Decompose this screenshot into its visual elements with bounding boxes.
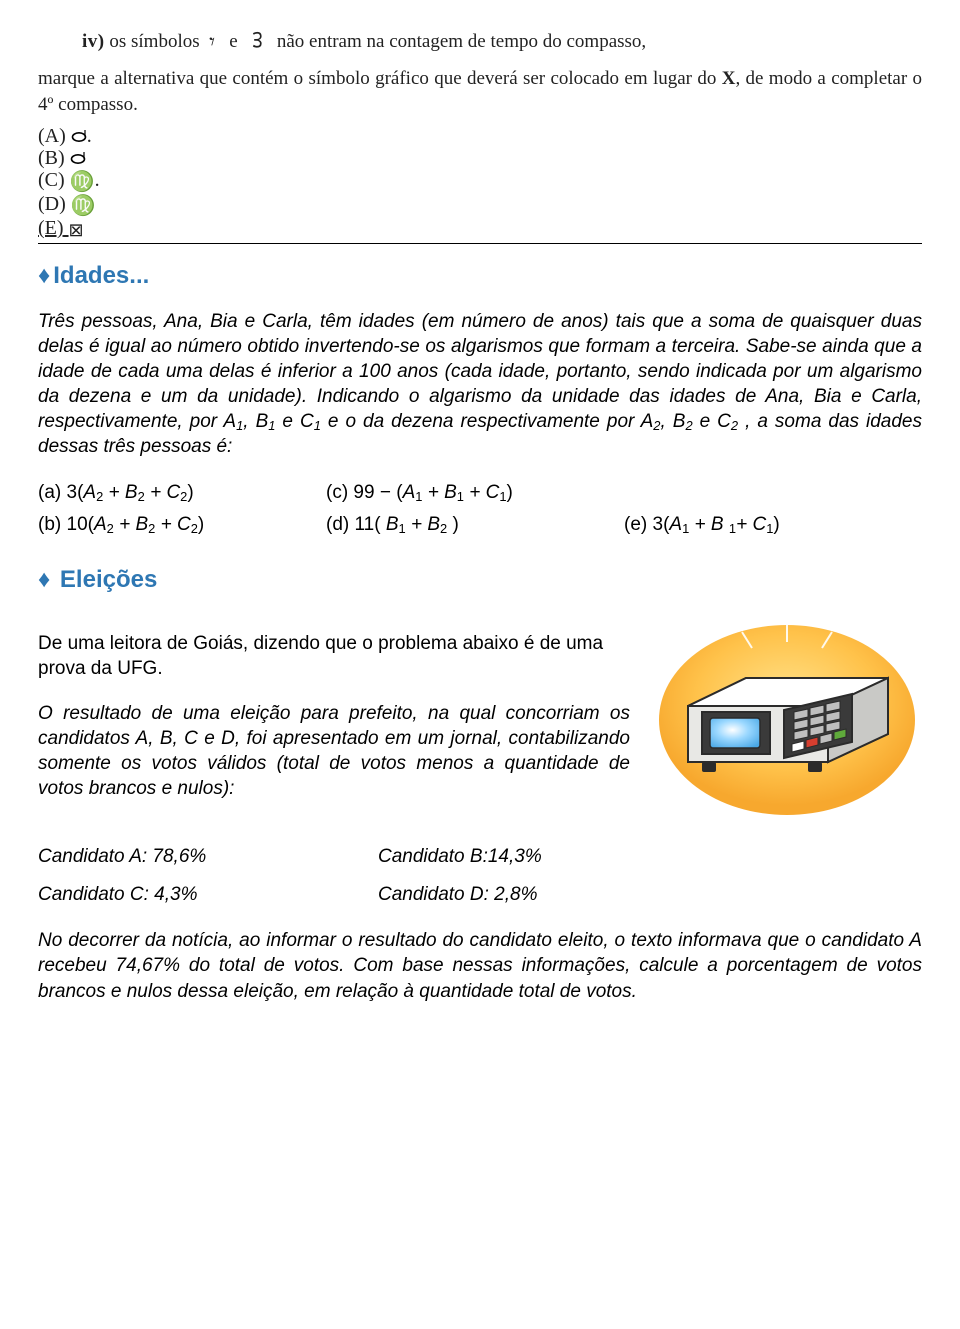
c-b: + B — [422, 482, 456, 503]
fermata-icon: ᢃ — [252, 29, 263, 54]
diamond-icon: ♦ — [38, 566, 50, 593]
idades-options: (a) 3(A2 + B2 + C2) (c) 99 − (A1 + B1 + … — [38, 482, 922, 536]
option-d: (D) ♍ — [38, 193, 922, 217]
opt-a-dot: . — [87, 125, 92, 147]
sub-1: 1 — [314, 418, 321, 433]
idades-pm1: , B — [243, 411, 268, 432]
b-b: + B — [114, 514, 148, 535]
c-a: A — [403, 482, 416, 503]
option-d: (d) 11( B1 + B2 ) — [326, 514, 566, 536]
eleicoes-source: De uma leitora de Goiás, dizendo que o p… — [38, 631, 630, 682]
idades-text: Três pessoas, Ana, Bia e Carla, têm idad… — [38, 309, 922, 459]
task-x: X — [722, 68, 736, 89]
sub: 2 — [191, 521, 198, 536]
item-iv: iv) os símbolos 𝄾 e ᢃ não entram na cont… — [82, 18, 922, 56]
a-label: (a) 3( — [38, 482, 83, 503]
e-a: A — [669, 514, 682, 535]
virgo-glyph-icon: ♍ — [70, 171, 95, 193]
opt-c-dot: . — [95, 169, 100, 191]
iv-text-a: os símbolos — [109, 31, 199, 52]
sub: 1 — [399, 521, 406, 536]
option-c: (c) 99 − (A1 + B1 + C1) — [326, 482, 566, 504]
iv-text-c: não entram na contagem de tempo do compa… — [277, 31, 646, 52]
sub: 2 — [107, 521, 114, 536]
opt-d-label: (D) — [38, 193, 66, 215]
eleicoes-heading: ♦ Eleições — [38, 566, 922, 594]
option-c: (C) ♍. — [38, 169, 922, 193]
a-c: + C — [145, 482, 180, 503]
d-b: B — [386, 514, 399, 535]
b-close: ) — [198, 514, 204, 535]
candidate-d: Candidato D: 2,8% — [378, 876, 628, 914]
e-c: + C — [736, 514, 766, 535]
c-c: + C — [464, 482, 499, 503]
c-close: ) — [507, 482, 513, 503]
iv-prefix: iv) — [82, 31, 105, 52]
task-1: marque a alternativa que contém o símbol… — [38, 68, 716, 89]
e-label: (e) 3( — [624, 514, 669, 535]
option-a: (a) 3(A2 + B2 + C2) — [38, 482, 268, 504]
opt-c-label: (C) — [38, 169, 65, 191]
divider — [38, 243, 922, 244]
option-e: (e) 3(A1 + B 1+ C1) — [624, 514, 780, 536]
candidate-c: Candidato C: 4,3% — [38, 876, 288, 914]
d-close: ) — [447, 514, 459, 535]
b-c: + C — [155, 514, 190, 535]
boxed-x-icon: ⊠ — [69, 220, 84, 240]
e-close: ) — [773, 514, 779, 535]
idades-pm4: , B — [660, 411, 685, 432]
eleicoes-text: O resultado de uma eleição para prefeito… — [38, 701, 630, 801]
question-prompt: marque a alternativa que contém o símbol… — [38, 66, 922, 117]
option-a: (A) . — [38, 125, 922, 147]
idades-heading-text: Idades... — [53, 262, 149, 289]
a-a: A — [83, 482, 96, 503]
diamond-icon: ♦ — [38, 262, 50, 289]
sub: 2 — [138, 489, 145, 504]
idades-pm3: e o da dezena respectivamente por A — [321, 411, 653, 432]
option-b: (B) — [38, 147, 922, 169]
b-a: A — [94, 514, 107, 535]
a-b: + B — [103, 482, 137, 503]
c-label: (c) 99 − ( — [326, 482, 403, 503]
opt-a-label: (A) — [38, 125, 66, 147]
candidate-a: Candidato A: 78,6% — [38, 838, 288, 876]
sub: 1 — [499, 489, 506, 504]
idades-pm5: e C — [693, 411, 731, 432]
eleicoes-final: No decorrer da notícia, ao informar o re… — [38, 928, 922, 1005]
halfnote-icon — [71, 130, 87, 144]
candidate-results: Candidato A: 78,6% Candidato C: 4,3% Can… — [38, 838, 922, 914]
d-label: (d) 11( — [326, 514, 386, 535]
option-b: (b) 10(A2 + B2 + C2) — [38, 514, 268, 536]
sub: 1 — [729, 521, 736, 536]
opt-e-label: (E) — [38, 217, 64, 239]
eleicoes-heading-text: Eleições — [60, 566, 157, 593]
virgo-glyph-icon: ♍ — [71, 195, 96, 217]
option-e: (E) ⊠ — [38, 217, 922, 241]
d-b2: + B — [406, 514, 440, 535]
halfnote-icon — [70, 152, 86, 166]
b-label: (b) 10( — [38, 514, 94, 535]
e-b: + B — [689, 514, 729, 535]
opt-b-label: (B) — [38, 147, 65, 169]
a-close: ) — [187, 482, 193, 503]
sub-2: 2 — [685, 418, 692, 433]
candidate-b: Candidato B:14,3% — [378, 838, 628, 876]
idades-pm2: e C — [275, 411, 313, 432]
scanned-question: iv) os símbolos 𝄾 e ᢃ não entram na cont… — [38, 18, 922, 241]
ballot-box-illustration — [652, 612, 922, 822]
scanned-options: (A) . (B) (C) ♍. (D) ♍ (E) ⊠ — [38, 125, 922, 241]
idades-heading: ♦Idades... — [38, 262, 922, 290]
sub: 1 — [457, 489, 464, 504]
iv-text-b: e — [229, 31, 237, 52]
eighth-rest-icon: 𝄾 — [209, 29, 215, 54]
